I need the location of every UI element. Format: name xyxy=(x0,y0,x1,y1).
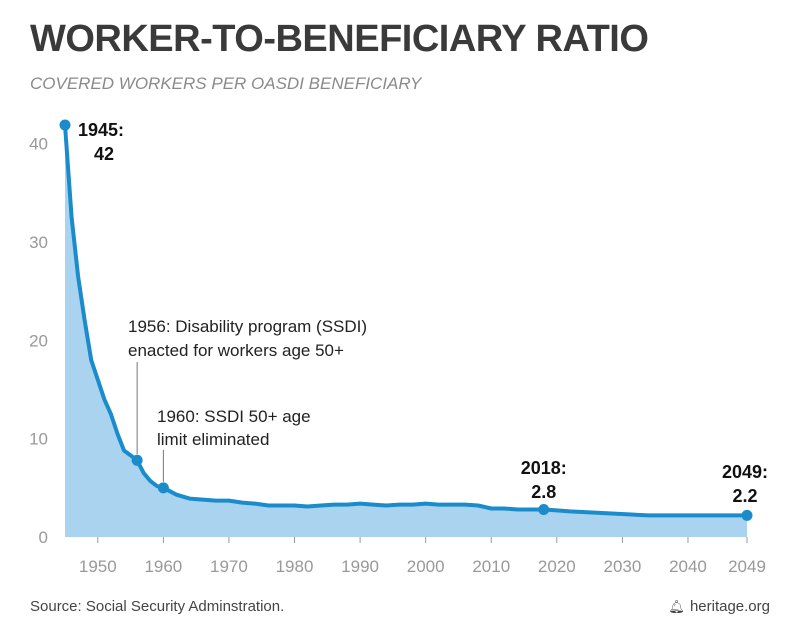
brand-label: heritage.org xyxy=(689,598,770,615)
annotation-text: enacted for workers age 50+ xyxy=(128,341,344,360)
chart-subtitle: COVERED WORKERS PER OASDI BENEFICIARY xyxy=(30,74,422,93)
point-label-year: 2018: xyxy=(521,458,567,478)
annotation-leaders xyxy=(136,362,164,482)
point-label-year: 2049: xyxy=(722,462,768,482)
x-tick-label: 1960 xyxy=(144,557,182,576)
y-tick-label: 10 xyxy=(29,430,48,449)
x-tick-label: 2049 xyxy=(728,557,766,576)
point-label-value: 42 xyxy=(94,144,114,164)
x-axis-ticks: 1950 1960 1970 1980 1990 2000 2010 2020 2030 2040… xyxy=(79,537,766,576)
data-point xyxy=(157,482,169,494)
point-label-year: 1945: xyxy=(78,120,124,140)
x-tick-label: 2020 xyxy=(538,557,576,576)
area-fill xyxy=(65,125,747,537)
brand[interactable]: 🔔︎ heritage.org xyxy=(668,598,770,615)
x-tick-label: 1990 xyxy=(341,557,379,576)
annotation-text: 1960: SSDI 50+ age xyxy=(157,407,311,426)
y-axis-ticks: 0 10 20 30 40 xyxy=(29,135,48,547)
y-tick-label: 40 xyxy=(29,135,48,154)
data-point xyxy=(131,454,143,466)
x-tick-label: 1980 xyxy=(276,557,314,576)
data-point xyxy=(741,509,753,521)
point-label-value: 2.2 xyxy=(732,486,757,506)
x-tick-label: 2010 xyxy=(472,557,510,576)
source-note: Source: Social Security Adminstration. xyxy=(30,598,285,615)
annotation-text: 1956: Disability program (SSDI) xyxy=(128,317,367,336)
annotations: 1956: Disability program (SSDI) enacted f… xyxy=(128,317,367,449)
y-tick-label: 20 xyxy=(29,331,48,350)
series-line xyxy=(63,124,747,518)
x-tick-label: 2030 xyxy=(603,557,641,576)
y-tick-label: 30 xyxy=(29,233,48,252)
x-tick-label: 2000 xyxy=(407,557,445,576)
point-labels: 1945: 42 2018: 2.8 2049: 2.2 xyxy=(78,120,768,506)
annotation-text: limit eliminated xyxy=(157,430,269,449)
data-point xyxy=(538,503,550,515)
highlight-points xyxy=(59,119,753,521)
data-point xyxy=(59,119,71,131)
x-tick-label: 2040 xyxy=(669,557,707,576)
y-tick-label: 0 xyxy=(39,528,48,547)
x-tick-label: 1950 xyxy=(79,557,117,576)
point-label-value: 2.8 xyxy=(531,482,556,502)
bell-icon: 🔔︎ xyxy=(668,599,685,614)
x-tick-label: 1970 xyxy=(210,557,248,576)
chart-title: WORKER-TO-BENEFICIARY RATIO xyxy=(30,18,649,60)
